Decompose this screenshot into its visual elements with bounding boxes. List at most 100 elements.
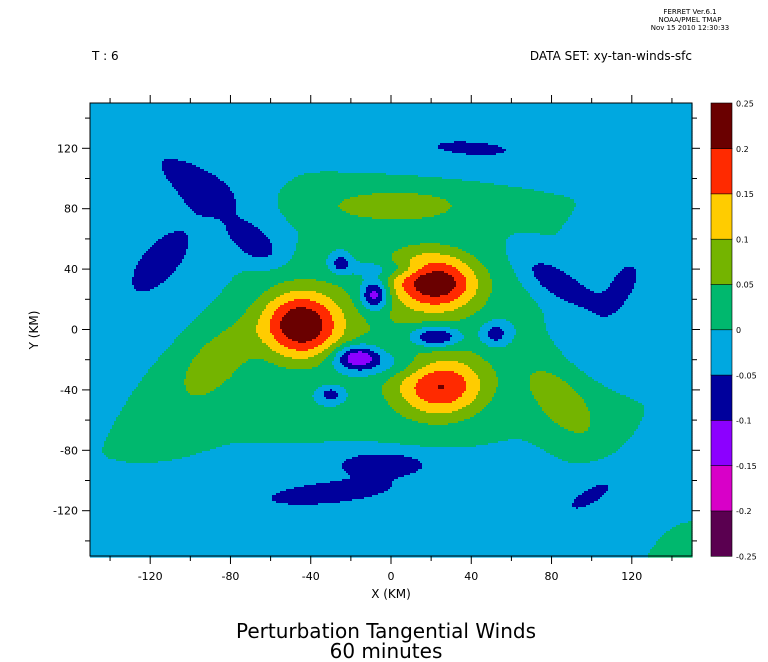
contour-cell bbox=[104, 453, 197, 456]
contour-cell bbox=[90, 403, 127, 406]
contour-cell bbox=[258, 335, 275, 338]
contour-cell bbox=[428, 401, 453, 404]
contour-cell bbox=[392, 257, 413, 260]
contour-cell bbox=[324, 349, 335, 352]
contour-cell bbox=[90, 247, 151, 250]
contour-cell bbox=[334, 301, 353, 304]
contour-cell bbox=[330, 481, 393, 484]
contour-cell bbox=[286, 217, 373, 220]
contour-cell bbox=[90, 425, 113, 428]
contour-cell bbox=[262, 341, 279, 344]
contour-cell bbox=[624, 301, 693, 304]
contour-cell bbox=[320, 333, 333, 336]
contour-cell bbox=[346, 397, 385, 400]
contour-cell bbox=[460, 331, 479, 334]
contour-cell bbox=[220, 179, 293, 182]
contour-cell bbox=[358, 309, 371, 312]
contour-cell bbox=[90, 159, 165, 162]
contour-cell bbox=[586, 405, 645, 408]
contour-cell bbox=[394, 359, 415, 362]
y-tick-label: 0 bbox=[71, 324, 78, 337]
contour-cell bbox=[232, 239, 271, 242]
contour-cell bbox=[498, 339, 513, 342]
contour-cell bbox=[632, 289, 693, 292]
contour-cell bbox=[352, 499, 575, 502]
contour-cell bbox=[222, 445, 421, 448]
contour-cell bbox=[192, 361, 247, 364]
contour-cell bbox=[610, 285, 635, 288]
contour-cell bbox=[136, 289, 151, 292]
contour-cell bbox=[226, 379, 389, 382]
contour-cell bbox=[298, 237, 509, 240]
contour-cell bbox=[90, 249, 149, 252]
contour-cell bbox=[236, 203, 279, 206]
contour-cell bbox=[160, 355, 197, 358]
contour-cell bbox=[454, 287, 467, 290]
contour-cell bbox=[306, 307, 327, 310]
contour-cell bbox=[90, 217, 215, 220]
contour-cell bbox=[90, 283, 133, 286]
contour-cell bbox=[656, 541, 693, 544]
contour-cell bbox=[552, 265, 693, 268]
contour-cell bbox=[380, 309, 393, 312]
contour-cell bbox=[542, 409, 589, 412]
contour-cell bbox=[372, 193, 419, 196]
contour-cell bbox=[346, 319, 367, 322]
contour-cell bbox=[218, 335, 259, 338]
contour-cell bbox=[510, 235, 693, 238]
contour-cell bbox=[326, 295, 351, 298]
contour-cell bbox=[560, 229, 693, 232]
contour-cell bbox=[136, 265, 179, 268]
contour-cell bbox=[90, 243, 155, 246]
contour-cell bbox=[508, 343, 555, 346]
contour-cell bbox=[280, 191, 545, 194]
contour-cell bbox=[512, 265, 535, 268]
contour-cell bbox=[296, 247, 403, 250]
contour-cell bbox=[298, 239, 507, 242]
contour-cell bbox=[444, 387, 467, 390]
contour-cell bbox=[308, 357, 327, 360]
contour-cell bbox=[238, 273, 337, 276]
contour-cell bbox=[294, 253, 331, 256]
contour-cell bbox=[166, 279, 233, 282]
contour-cell bbox=[380, 287, 385, 290]
contour-cell bbox=[568, 301, 625, 304]
contour-cell bbox=[294, 251, 333, 254]
contour-cell bbox=[470, 299, 489, 302]
contour-cell bbox=[184, 201, 237, 204]
contour-cell bbox=[492, 397, 535, 400]
contour-cell bbox=[522, 187, 693, 190]
contour-cell bbox=[90, 265, 137, 268]
contour-cell bbox=[364, 333, 411, 336]
contour-cell bbox=[422, 367, 471, 370]
contour-cell bbox=[458, 307, 483, 310]
contour-cell bbox=[516, 333, 549, 336]
contour-cell bbox=[484, 265, 513, 268]
contour-cell bbox=[556, 267, 625, 270]
contour-cell bbox=[224, 287, 271, 290]
contour-cell bbox=[90, 309, 205, 312]
contour-cell bbox=[90, 241, 157, 244]
contour-cell bbox=[366, 363, 381, 366]
contour-cell bbox=[618, 449, 693, 452]
contour-cell bbox=[406, 377, 423, 380]
contour-cell bbox=[316, 483, 393, 486]
contour-cell bbox=[454, 371, 475, 374]
contour-cell bbox=[282, 329, 323, 332]
contour-cell bbox=[348, 359, 373, 362]
contour-cell bbox=[90, 141, 455, 144]
contour-cell bbox=[344, 257, 355, 260]
contour-cell bbox=[334, 327, 347, 330]
contour-cell bbox=[348, 473, 411, 476]
contour-cell bbox=[328, 337, 341, 340]
contour-cell bbox=[336, 397, 347, 400]
contour-cell bbox=[390, 287, 395, 290]
contour-cell bbox=[222, 221, 249, 224]
contour-cell bbox=[150, 247, 189, 250]
contour-cell bbox=[190, 393, 207, 396]
contour-cell bbox=[358, 369, 363, 372]
contour-cell bbox=[386, 293, 391, 296]
contour-cell bbox=[394, 357, 415, 360]
contour-cell bbox=[636, 277, 693, 280]
contour-cell bbox=[444, 311, 477, 314]
